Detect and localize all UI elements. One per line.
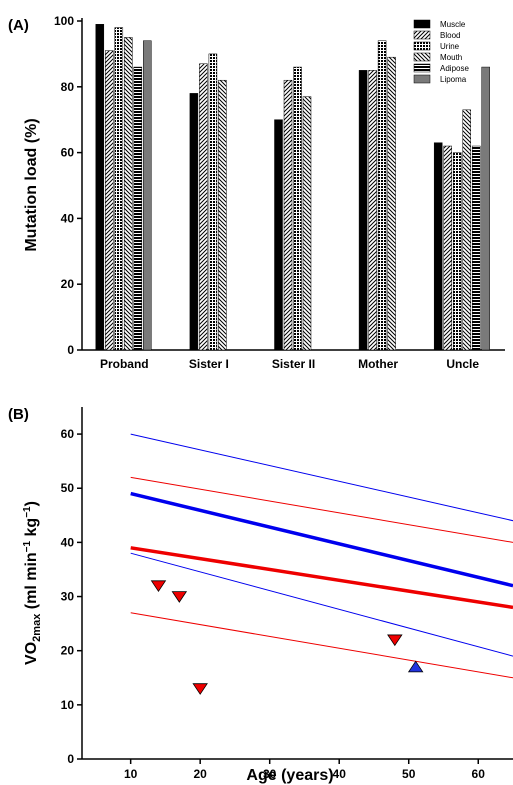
reference-line-2 (130, 552, 513, 657)
bar-muscle-4 (433, 142, 443, 351)
y-tick-label: 10 (61, 698, 75, 712)
bar-muscle-3 (358, 70, 368, 351)
bar-adipose-0 (133, 66, 143, 351)
bar-blood-2 (283, 79, 293, 351)
x-category-label: Sister I (189, 357, 229, 371)
bar-urine-3 (377, 40, 387, 351)
panel-b-lines (130, 433, 513, 679)
panel-b-y-axis-label: VO2max (ml min−1 kg−1) (22, 501, 43, 665)
y-tick-label: 20 (61, 644, 75, 658)
data-point-4 (407, 660, 424, 673)
legend-entry-muscle: Muscle (440, 20, 466, 29)
x-category-label: Sister II (272, 357, 315, 371)
bar-blood-4 (443, 145, 452, 351)
y-tick-label: 60 (61, 427, 75, 441)
legend-entry-blood: Blood (440, 31, 460, 40)
panel-b-markers (150, 580, 424, 695)
bar-muscle-1 (189, 93, 199, 351)
x-category-label: Proband (100, 357, 149, 371)
y-tick-label: 0 (67, 343, 74, 357)
y-tick-label: 0 (67, 752, 74, 766)
panel-a-bar-chart: (A) 0 20 40 60 80 100 Proband Sister I Sister II… (8, 14, 505, 371)
panel-a-label: (A) (8, 17, 29, 34)
legend-swatch-urine (413, 41, 431, 51)
y-tick-label: 60 (61, 146, 75, 160)
bar-lipoma-0 (143, 40, 152, 351)
y-tick-label: 20 (61, 277, 75, 291)
panel-b-axes: 0 10 20 30 40 50 60 10 20 30 40 50 60 (61, 407, 513, 781)
bar-mouth-3 (387, 56, 396, 351)
reference-line-0 (130, 491, 513, 588)
panel-a-y-axis-label: Mutation load (%) (23, 118, 40, 251)
bar-urine-4 (452, 152, 462, 351)
y-tick-label: 80 (61, 80, 75, 94)
bar-adipose-4 (471, 145, 481, 351)
panel-b-x-axis-label: Age (years) (246, 767, 333, 784)
x-category-label: Mother (358, 357, 398, 371)
bar-muscle-0 (95, 24, 105, 351)
legend-swatch-lipoma (413, 74, 431, 84)
bar-mouth-1 (218, 79, 227, 351)
bar-muscle-2 (274, 119, 283, 351)
bar-blood-1 (199, 63, 208, 351)
y-tick-label: 40 (61, 535, 75, 549)
y-tick-label: 30 (61, 590, 75, 604)
bar-blood-3 (368, 70, 377, 351)
legend-swatch-mouth (413, 52, 431, 62)
panel-b-label: (B) (8, 406, 29, 423)
x-tick-label: 30 (263, 767, 277, 781)
x-tick-label: 40 (333, 767, 347, 781)
bar-mouth-2 (302, 96, 312, 351)
legend-entry-adipose: Adipose (440, 64, 469, 73)
x-tick-label: 60 (472, 767, 486, 781)
legend-entry-mouth: Mouth (440, 53, 462, 62)
legend-swatch-adipose (413, 63, 431, 73)
bar-urine-1 (208, 53, 218, 351)
y-tick-label: 50 (61, 481, 75, 495)
x-tick-label: 20 (193, 767, 207, 781)
reference-line-4 (130, 476, 513, 543)
bar-urine-2 (293, 66, 302, 351)
panel-a-axes: 0 20 40 60 80 100 Proband Sister I Sister II Moth… (54, 14, 505, 371)
bar-mouth-4 (462, 109, 471, 351)
bar-blood-0 (105, 50, 114, 351)
panel-b-line-chart: (B) 0 10 20 30 40 50 60 10 20 30 40 50 60 VO2max (ml… (8, 406, 513, 784)
reference-line-1 (130, 433, 513, 522)
data-point-0 (150, 580, 167, 593)
x-tick-label: 50 (402, 767, 416, 781)
x-tick-label: 10 (124, 767, 138, 781)
panel-a-legend: Muscle Blood Urine Mouth Adipose Lipoma (413, 19, 469, 84)
bar-lipoma-4 (481, 66, 490, 351)
data-point-3 (387, 634, 403, 647)
data-point-1 (171, 591, 188, 603)
legend-swatch-muscle (413, 19, 431, 29)
y-tick-label: 100 (54, 14, 74, 28)
legend-entry-urine: Urine (440, 42, 460, 51)
legend-swatch-blood (413, 30, 431, 40)
y-tick-label: 40 (61, 211, 75, 225)
bar-urine-0 (114, 27, 124, 351)
panel-a-bars (95, 24, 490, 351)
reference-line-3 (130, 546, 513, 610)
x-category-label: Uncle (446, 357, 479, 371)
data-point-2 (192, 683, 208, 695)
bar-mouth-0 (124, 37, 133, 351)
legend-entry-lipoma: Lipoma (440, 75, 467, 84)
reference-line-5 (130, 612, 513, 679)
